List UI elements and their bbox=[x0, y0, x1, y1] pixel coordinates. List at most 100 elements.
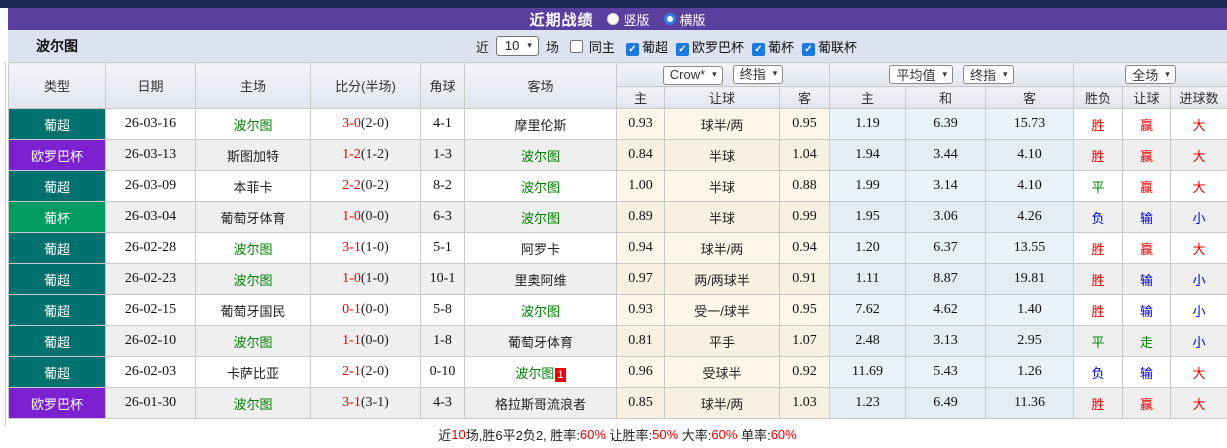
league-checkbox[interactable]: ✓ bbox=[625, 42, 639, 56]
odds-handicap: 球半/两 bbox=[664, 387, 780, 419]
odds-handicap: 半球 bbox=[664, 170, 780, 202]
result-goals: 小 bbox=[1170, 294, 1227, 326]
league-checkbox[interactable]: ✓ bbox=[675, 42, 689, 56]
radio-vertical-icon[interactable] bbox=[607, 13, 620, 25]
odds-away: 0.95 bbox=[779, 108, 830, 140]
summary-text: 单率: bbox=[737, 427, 771, 443]
result-goals: 大 bbox=[1170, 108, 1227, 140]
match-row: 葡超 26-02-23 波尔图 1-0(1-0) 10-1 里奥阿维 0.97 两/两球半 0.… bbox=[8, 263, 1227, 295]
sub-header-odds-home: 主 bbox=[616, 86, 665, 109]
odds-away: 0.88 bbox=[779, 170, 830, 202]
corner-score: 8-2 bbox=[420, 170, 465, 202]
result-handicap: 赢 bbox=[1122, 139, 1171, 171]
away-team: 葡萄牙体育 bbox=[464, 325, 617, 357]
final-odds-select-1[interactable]: 终指 ▾ bbox=[732, 64, 784, 84]
home-team: 波尔图 bbox=[195, 232, 311, 264]
match-row: 葡超 26-02-03 卡萨比亚 2-1(2-0) 0-10 波尔图 1 0.96 受球半 0.9… bbox=[8, 356, 1227, 388]
radio-horizontal-icon[interactable] bbox=[663, 13, 676, 25]
league-checkbox-label[interactable]: 葡超 bbox=[641, 39, 668, 55]
away-team: 摩里伦斯 bbox=[464, 108, 617, 140]
league-checkbox[interactable]: ✓ bbox=[801, 42, 815, 56]
company-select[interactable]: Crow* ▾ bbox=[662, 65, 723, 85]
corner-score: 5-1 bbox=[420, 232, 465, 264]
check-icon: ✓ bbox=[754, 43, 763, 55]
home-team: 葡萄牙体育 bbox=[195, 201, 311, 233]
odds-home: 0.89 bbox=[616, 201, 665, 233]
chevron-down-icon: ▾ bbox=[1003, 68, 1008, 79]
match-date: 26-03-09 bbox=[105, 170, 196, 202]
league-checkbox[interactable]: ✓ bbox=[751, 42, 765, 56]
result-goals: 小 bbox=[1170, 201, 1227, 233]
avg-draw: 3.06 bbox=[905, 201, 986, 233]
league-filters: ✓ 葡超 ✓ 欧罗巴杯 ✓ 葡杯 ✓ 葡联杯 bbox=[618, 37, 857, 56]
match-date: 26-01-30 bbox=[105, 387, 196, 419]
summary-text: 近 bbox=[438, 427, 452, 443]
odds-away: 0.95 bbox=[779, 294, 830, 326]
result-handicap: 赢 bbox=[1122, 232, 1171, 264]
match-score: 1-1(0-0) bbox=[310, 325, 421, 357]
league-checkbox-label[interactable]: 葡联杯 bbox=[817, 39, 857, 55]
league-badge: 葡超 bbox=[8, 356, 106, 388]
summary-text: 50% bbox=[652, 426, 679, 442]
scope-select[interactable]: 全场 ▾ bbox=[1125, 65, 1176, 84]
match-date: 26-02-15 bbox=[105, 294, 196, 326]
avg-away: 15.73 bbox=[985, 108, 1074, 140]
same-home-label[interactable]: 同主 bbox=[588, 39, 615, 55]
result-handicap: 赢 bbox=[1122, 387, 1171, 419]
away-team: 波尔图 1 bbox=[464, 356, 617, 388]
odds-home: 0.93 bbox=[616, 108, 665, 140]
match-score: 2-2(0-2) bbox=[310, 170, 421, 202]
corner-score: 5-8 bbox=[420, 294, 465, 326]
radio-horizontal-label[interactable]: 横版 bbox=[679, 12, 706, 28]
home-team: 斯图加特 bbox=[195, 139, 311, 171]
sub-header-odds-away: 客 bbox=[779, 86, 830, 109]
league-checkbox-label[interactable]: 欧罗巴杯 bbox=[691, 39, 744, 55]
filter-controls: 近 10 ▾ 场 同主 ✓ 葡超 ✓ 欧罗巴杯 ✓ 葡杯 ✓ 葡联杯 bbox=[476, 36, 857, 56]
handicap-select-group: Crow* ▾ 终指 ▾ bbox=[616, 62, 830, 87]
home-team: 波尔图 bbox=[195, 325, 311, 357]
odds-home: 0.97 bbox=[616, 263, 665, 295]
odds-home: 1.00 bbox=[616, 170, 665, 202]
odds-away: 1.04 bbox=[779, 139, 830, 171]
odds-away: 0.91 bbox=[779, 263, 830, 295]
result-handicap: 赢 bbox=[1122, 170, 1171, 202]
left-edge-line bbox=[5, 62, 6, 426]
odds-home: 0.96 bbox=[616, 356, 665, 388]
final-odds-select-1-value: 终指 bbox=[739, 67, 766, 82]
result-winloss: 胜 bbox=[1073, 263, 1123, 295]
layout-option-horizontal[interactable]: 横版 bbox=[663, 10, 706, 29]
odds-handicap: 受一/球半 bbox=[664, 294, 780, 326]
near-label: 近 bbox=[475, 39, 489, 55]
avg-away: 4.10 bbox=[985, 170, 1074, 202]
result-handicap: 输 bbox=[1122, 263, 1171, 295]
result-goals: 小 bbox=[1170, 325, 1227, 357]
same-home-checkbox[interactable] bbox=[569, 39, 583, 53]
league-checkbox-label[interactable]: 葡杯 bbox=[767, 39, 794, 55]
result-winloss: 负 bbox=[1073, 356, 1123, 388]
league-badge: 葡超 bbox=[8, 294, 106, 326]
chevron-down-icon: ▾ bbox=[772, 68, 778, 78]
result-goals: 大 bbox=[1170, 170, 1227, 202]
summary-text: 让胜率: bbox=[605, 427, 653, 443]
chevron-down-icon: ▾ bbox=[712, 69, 717, 79]
league-badge: 欧罗巴杯 bbox=[8, 139, 106, 171]
average-select-group: 平均值 ▾ 终指 ▾ bbox=[829, 62, 1074, 87]
avg-home: 1.19 bbox=[829, 108, 906, 140]
home-team: 波尔图 bbox=[195, 387, 311, 419]
radio-vertical-label[interactable]: 竖版 bbox=[623, 12, 650, 28]
result-goals: 小 bbox=[1170, 263, 1227, 295]
col-header-score: 比分(半场) bbox=[310, 62, 421, 109]
match-count-select[interactable]: 10 ▾ bbox=[495, 36, 539, 56]
top-navy-bar bbox=[0, 0, 1227, 8]
odds-away: 1.03 bbox=[779, 387, 830, 419]
away-team: 里奥阿维 bbox=[464, 263, 617, 295]
result-goals: 大 bbox=[1170, 139, 1227, 171]
league-badge: 葡杯 bbox=[8, 201, 106, 233]
layout-option-vertical[interactable]: 竖版 bbox=[607, 10, 650, 29]
final-odds-select-2[interactable]: 终指 ▾ bbox=[963, 65, 1014, 84]
home-team: 葡萄牙国民 bbox=[195, 294, 311, 326]
average-select[interactable]: 平均值 ▾ bbox=[889, 65, 953, 84]
league-badge: 葡超 bbox=[8, 232, 106, 264]
chevron-down-icon: ▾ bbox=[1165, 68, 1170, 79]
avg-draw: 8.87 bbox=[905, 263, 986, 295]
